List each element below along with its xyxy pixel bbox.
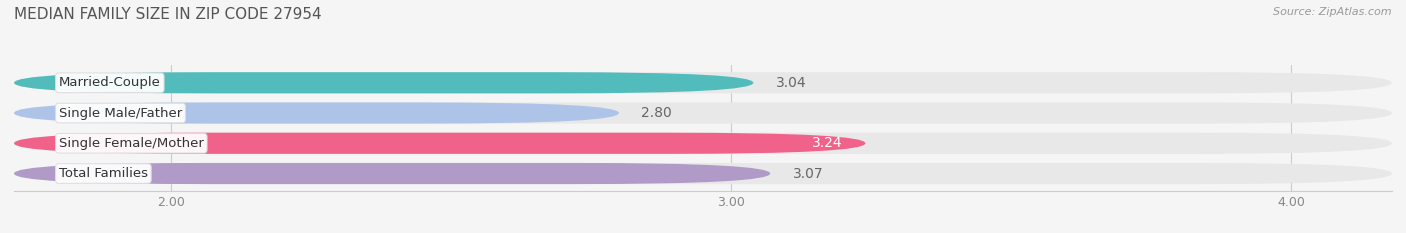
Text: 3.07: 3.07 <box>793 167 824 181</box>
FancyBboxPatch shape <box>14 163 1392 184</box>
FancyBboxPatch shape <box>14 133 866 154</box>
FancyBboxPatch shape <box>14 103 619 124</box>
Text: Single Female/Mother: Single Female/Mother <box>59 137 204 150</box>
Text: Single Male/Father: Single Male/Father <box>59 106 183 120</box>
Text: Source: ZipAtlas.com: Source: ZipAtlas.com <box>1274 7 1392 17</box>
Text: 3.24: 3.24 <box>813 136 844 150</box>
Text: 3.04: 3.04 <box>776 76 807 90</box>
Text: 2.80: 2.80 <box>641 106 672 120</box>
Text: Married-Couple: Married-Couple <box>59 76 160 89</box>
FancyBboxPatch shape <box>14 133 1392 154</box>
FancyBboxPatch shape <box>14 72 1392 93</box>
Text: Total Families: Total Families <box>59 167 148 180</box>
FancyBboxPatch shape <box>14 103 1392 124</box>
Text: MEDIAN FAMILY SIZE IN ZIP CODE 27954: MEDIAN FAMILY SIZE IN ZIP CODE 27954 <box>14 7 322 22</box>
FancyBboxPatch shape <box>14 163 770 184</box>
FancyBboxPatch shape <box>14 72 754 93</box>
